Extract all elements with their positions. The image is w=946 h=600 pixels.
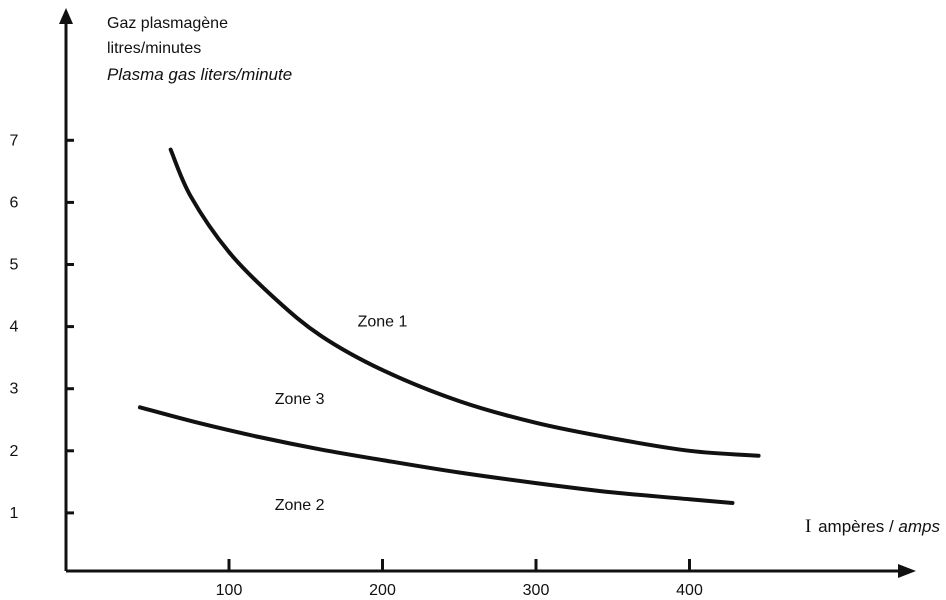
- x-axis-title: I ampères / amps: [805, 516, 940, 538]
- y-axis-title-french: Gaz plasmagène: [107, 15, 228, 33]
- x-axis-title-english: amps: [898, 517, 940, 536]
- x-axis-current-symbol: I: [805, 516, 811, 537]
- y-axis-title-english: Plasma gas liters/minute: [107, 65, 292, 85]
- y-tick-label: 3: [10, 381, 19, 398]
- zone-label: Zone 3: [275, 391, 325, 408]
- x-tick-label: 200: [369, 582, 396, 599]
- y-tick-label: 5: [10, 257, 19, 274]
- y-tick-label: 6: [10, 194, 19, 211]
- series-line-upper-boundary: [171, 150, 759, 456]
- y-tick-label: 1: [10, 505, 19, 522]
- y-axis-units-french: litres/minutes: [107, 40, 201, 58]
- series-line-lower-boundary: [140, 407, 733, 503]
- y-axis-arrow: [59, 8, 73, 24]
- y-tick-label: 4: [10, 319, 19, 336]
- y-tick-label: 7: [10, 132, 19, 149]
- x-tick-label: 100: [216, 582, 243, 599]
- x-axis-title-french: ampères /: [818, 517, 894, 536]
- y-tick-label: 2: [10, 443, 19, 460]
- x-tick-label: 300: [523, 582, 550, 599]
- x-axis-arrow: [898, 564, 916, 578]
- x-tick-label: 400: [676, 582, 703, 599]
- zone-label: Zone 2: [275, 497, 325, 514]
- zone-label: Zone 1: [358, 314, 408, 331]
